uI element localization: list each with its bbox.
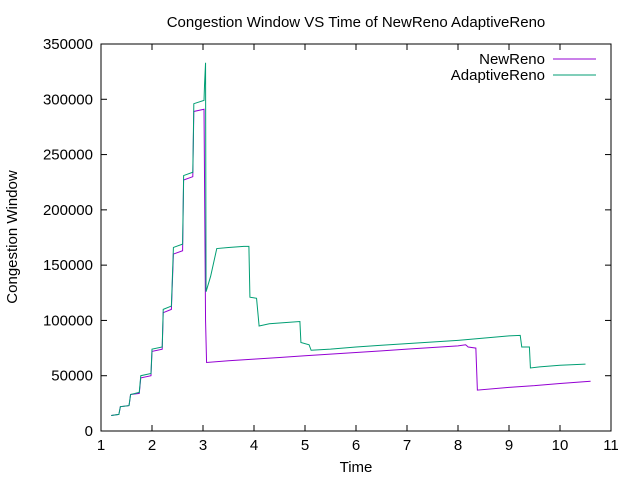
- x-tick-label: 10: [552, 437, 569, 454]
- y-tick-label: 200000: [43, 202, 93, 219]
- x-tick-label: 1: [97, 437, 105, 454]
- x-tick-label: 8: [454, 437, 462, 454]
- y-tick-label: 0: [85, 423, 93, 440]
- x-tick-label: 2: [148, 437, 156, 454]
- y-tick-label: 150000: [43, 257, 93, 274]
- tick-group: 1 2 3 4 5 6 7 8 9 10 11 0 50000 100000 150000 200000 250…: [43, 36, 619, 454]
- x-axis-label: Time: [340, 459, 373, 476]
- legend-label-adaptivereno: AdaptiveReno: [451, 67, 545, 84]
- y-tick-label: 100000: [43, 312, 93, 329]
- chart-title: Congestion Window VS Time of NewReno Ada…: [167, 14, 546, 31]
- series-line-newreno: [111, 108, 591, 417]
- series-group: [111, 62, 591, 417]
- x-tick-label: 9: [505, 437, 513, 454]
- y-tick-label: 50000: [51, 368, 93, 385]
- y-axis-label: Congestion Window: [4, 170, 21, 304]
- x-tick-label: 5: [301, 437, 309, 454]
- y-tick-label: 300000: [43, 91, 93, 108]
- x-tick-label: 11: [603, 437, 619, 454]
- plot-frame: [100, 43, 612, 432]
- x-tick-label: 3: [199, 437, 207, 454]
- x-tick-label: 4: [250, 437, 258, 454]
- legend-label-newreno: NewReno: [479, 51, 545, 68]
- series-line-adaptivereno: [111, 62, 586, 417]
- y-tick-label: 350000: [43, 36, 93, 53]
- x-tick-label: 6: [352, 437, 360, 454]
- y-tick-label: 250000: [43, 147, 93, 164]
- x-tick-label: 7: [403, 437, 411, 454]
